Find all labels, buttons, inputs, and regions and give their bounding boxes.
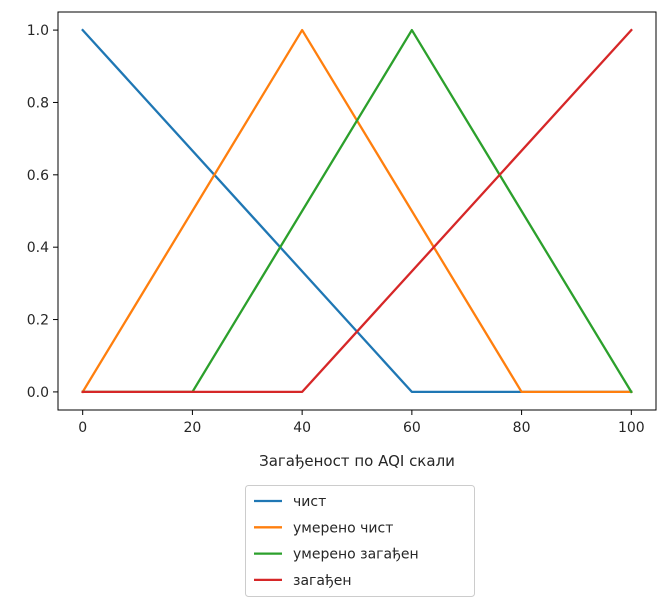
series-layer	[81, 28, 633, 394]
series-line-4	[81, 28, 633, 394]
x-tick-label: 80	[513, 420, 531, 436]
x-tick-label: 100	[618, 420, 645, 436]
x-tick-label: 40	[293, 420, 311, 436]
y-tick-label: 0.2	[27, 313, 49, 329]
y-tick-label: 0.0	[27, 385, 49, 401]
x-tick-label: 60	[403, 420, 421, 436]
x-tick-label: 0	[78, 420, 87, 436]
y-tick-label: 0.6	[27, 168, 49, 184]
legend: чист умерено чист умерено загађен загађен	[245, 485, 475, 597]
x-tick-label: 20	[183, 420, 201, 436]
legend-label-1: чист	[293, 494, 326, 510]
y-tick-label: 0.4	[27, 240, 49, 256]
legend-label-2: умерено чист	[293, 520, 393, 536]
x-axis: 0 20 40 60 80 100	[78, 410, 645, 436]
legend-label-3: умерено загађен	[293, 547, 419, 563]
series-line-2	[81, 28, 633, 394]
plot-frame	[57, 11, 657, 411]
x-axis-title: Загађеност по AQI скали	[259, 452, 455, 470]
series-line-1	[81, 28, 633, 394]
legend-label-4: загађен	[293, 573, 351, 589]
y-tick-label: 1.0	[27, 23, 49, 39]
y-tick-label: 0.8	[27, 95, 49, 111]
y-axis: 0.0 0.2 0.4 0.6 0.8 1.0	[27, 23, 58, 401]
series-line-3	[81, 28, 633, 394]
